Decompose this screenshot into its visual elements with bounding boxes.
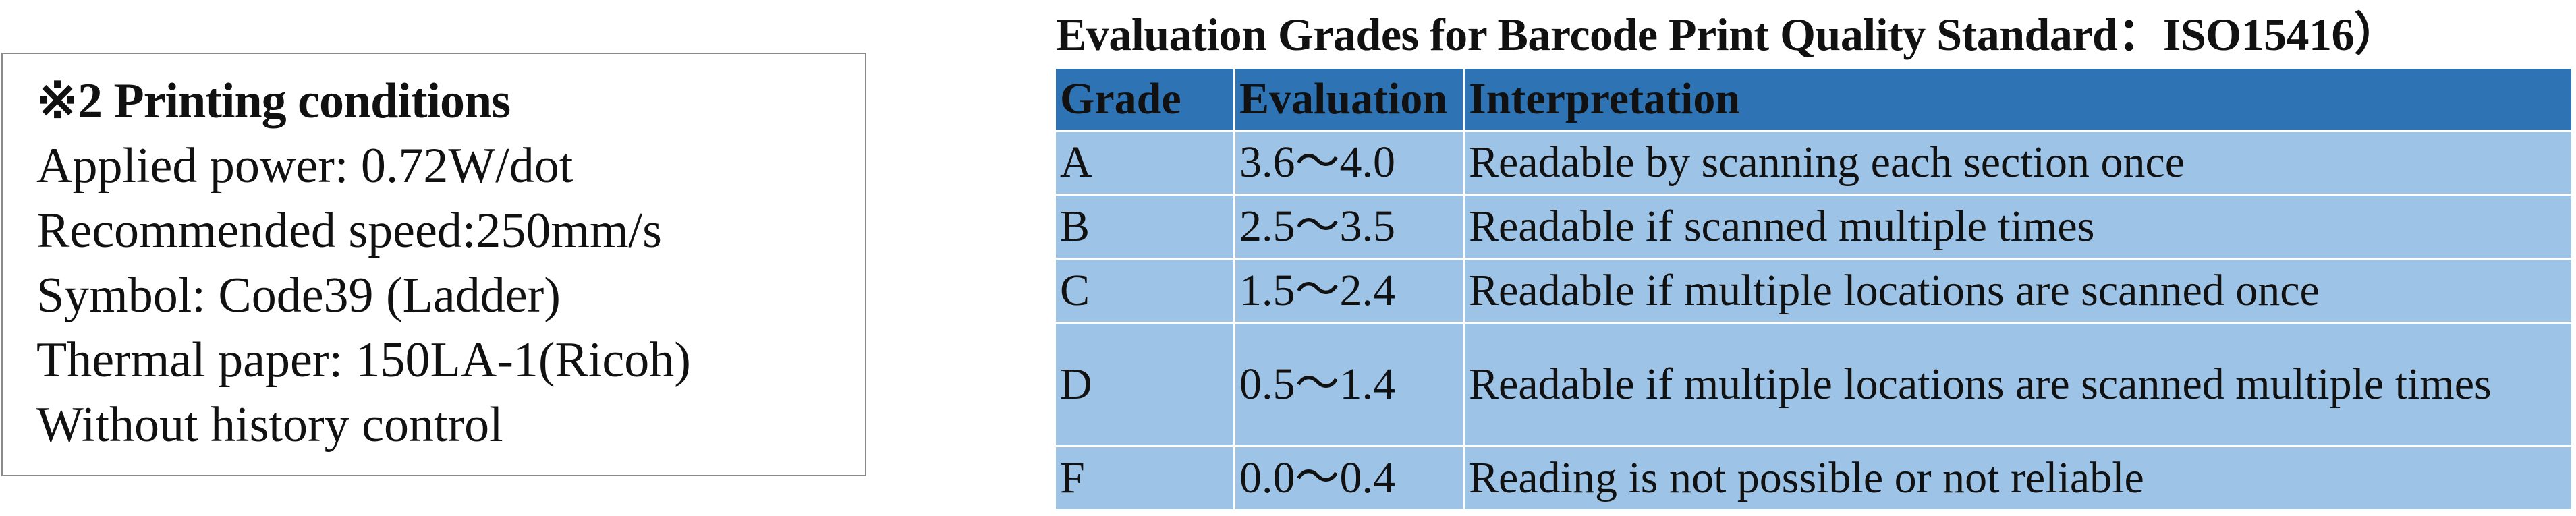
printing-conditions-title: ※2 Printing conditions xyxy=(36,74,511,129)
table-row: B 2.5～3.5 Readable if scanned multiple t… xyxy=(1054,194,2573,260)
column-header-grade: Grade xyxy=(1054,67,1235,132)
grades-table: Grade Evaluation Interpretation A 3.6～4.… xyxy=(1054,67,2573,511)
printing-conditions-box: ※2 Printing conditions Applied power: 0.… xyxy=(1,53,866,476)
condition-symbol: Symbol: Code39 (Ladder) xyxy=(36,268,561,323)
interpretation-cell: Readable if multiple locations are scann… xyxy=(1463,258,2573,324)
evaluation-cell: 1.5～2.4 xyxy=(1233,258,1465,324)
table-row: C 1.5～2.4 Readable if multiple locations… xyxy=(1054,258,2573,324)
column-header-interpretation: Interpretation xyxy=(1463,67,2573,132)
evaluation-cell: 0.5～1.4 xyxy=(1233,322,1465,447)
evaluation-cell: 3.6～4.0 xyxy=(1233,130,1465,196)
column-header-evaluation: Evaluation xyxy=(1233,67,1465,132)
grade-cell: D xyxy=(1054,322,1235,447)
grades-table-title: Evaluation Grades for Barcode Print Qual… xyxy=(1056,9,2400,60)
interpretation-cell: Readable if multiple locations are scann… xyxy=(1463,322,2573,447)
interpretation-cell: Readable if scanned multiple times xyxy=(1463,194,2573,260)
condition-applied-power: Applied power: 0.72W/dot xyxy=(36,138,573,194)
table-row: A 3.6～4.0 Readable by scanning each sect… xyxy=(1054,130,2573,196)
condition-history-control: Without history control xyxy=(36,397,503,453)
evaluation-cell: 0.0～0.4 xyxy=(1233,445,1465,511)
condition-recommended-speed: Recommended speed:250mm/s xyxy=(36,203,662,258)
interpretation-cell: Readable by scanning each section once xyxy=(1463,130,2573,196)
table-header-row: Grade Evaluation Interpretation xyxy=(1054,67,2573,132)
interpretation-cell: Reading is not possible or not reliable xyxy=(1463,445,2573,511)
grade-cell: C xyxy=(1054,258,1235,324)
grade-cell: B xyxy=(1054,194,1235,260)
grade-cell: F xyxy=(1054,445,1235,511)
grade-cell: A xyxy=(1054,130,1235,196)
table-row: D 0.5～1.4 Readable if multiple locations… xyxy=(1054,322,2573,447)
condition-thermal-paper: Thermal paper: 150LA-1(Ricoh) xyxy=(36,333,691,388)
evaluation-cell: 2.5～3.5 xyxy=(1233,194,1465,260)
table-row: F 0.0～0.4 Reading is not possible or not… xyxy=(1054,445,2573,511)
